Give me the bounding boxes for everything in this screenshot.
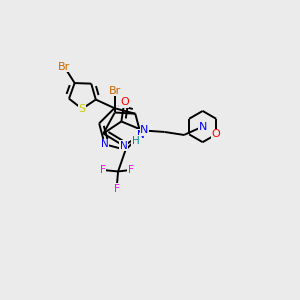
Text: F: F: [114, 184, 119, 194]
Text: N: N: [140, 125, 148, 136]
Text: F: F: [100, 165, 105, 175]
Text: N: N: [199, 122, 207, 132]
Text: O: O: [212, 129, 220, 140]
Text: H: H: [132, 136, 139, 146]
Text: N: N: [101, 139, 109, 149]
Text: F: F: [128, 165, 134, 175]
Text: Br: Br: [109, 86, 121, 96]
Text: Br: Br: [58, 61, 70, 72]
Text: N: N: [120, 141, 127, 151]
Text: N: N: [137, 130, 145, 140]
Text: S: S: [79, 104, 86, 114]
Text: O: O: [120, 97, 129, 107]
